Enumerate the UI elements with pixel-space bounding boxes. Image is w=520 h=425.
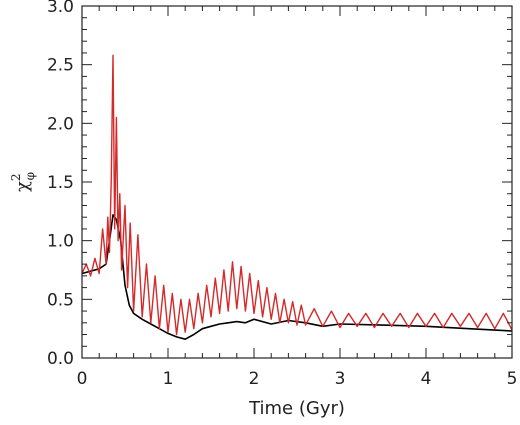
y-axis-label-superscript: 2 [9,173,23,181]
y-tick-label: 2.0 [47,114,74,134]
y-tick-label: 1.0 [47,232,74,252]
y-axis-label-symbol: χ [12,181,33,192]
series-line-2 [81,54,513,336]
x-axis-label: Time (Gyr) [248,398,345,419]
y-tick-label: 0.0 [47,349,74,369]
y-axis-label: χ2φ [9,172,37,192]
y-tick-label: 3.0 [47,0,74,17]
x-tick-label: 2 [249,369,260,389]
plot-layer [81,54,513,341]
y-tick-label: 1.5 [47,173,74,193]
x-tick-label: 0 [77,369,88,389]
x-tick-label: 3 [335,369,346,389]
y-axis-label-subscript: φ [23,172,37,180]
y-tick-label: 0.5 [47,290,74,310]
y-tick-label: 2.5 [47,56,74,76]
x-tick-label: 4 [421,369,432,389]
ticks-layer: 0 1 2 3 4 5 0.0 0.5 1.0 1.5 2.0 2.5 3.0 [47,0,517,389]
plot-frame [81,5,513,359]
y-axis-label-main: χ2φ [9,172,37,192]
x-tick-label: 1 [163,369,174,389]
x-tick-label: 5 [507,369,518,389]
